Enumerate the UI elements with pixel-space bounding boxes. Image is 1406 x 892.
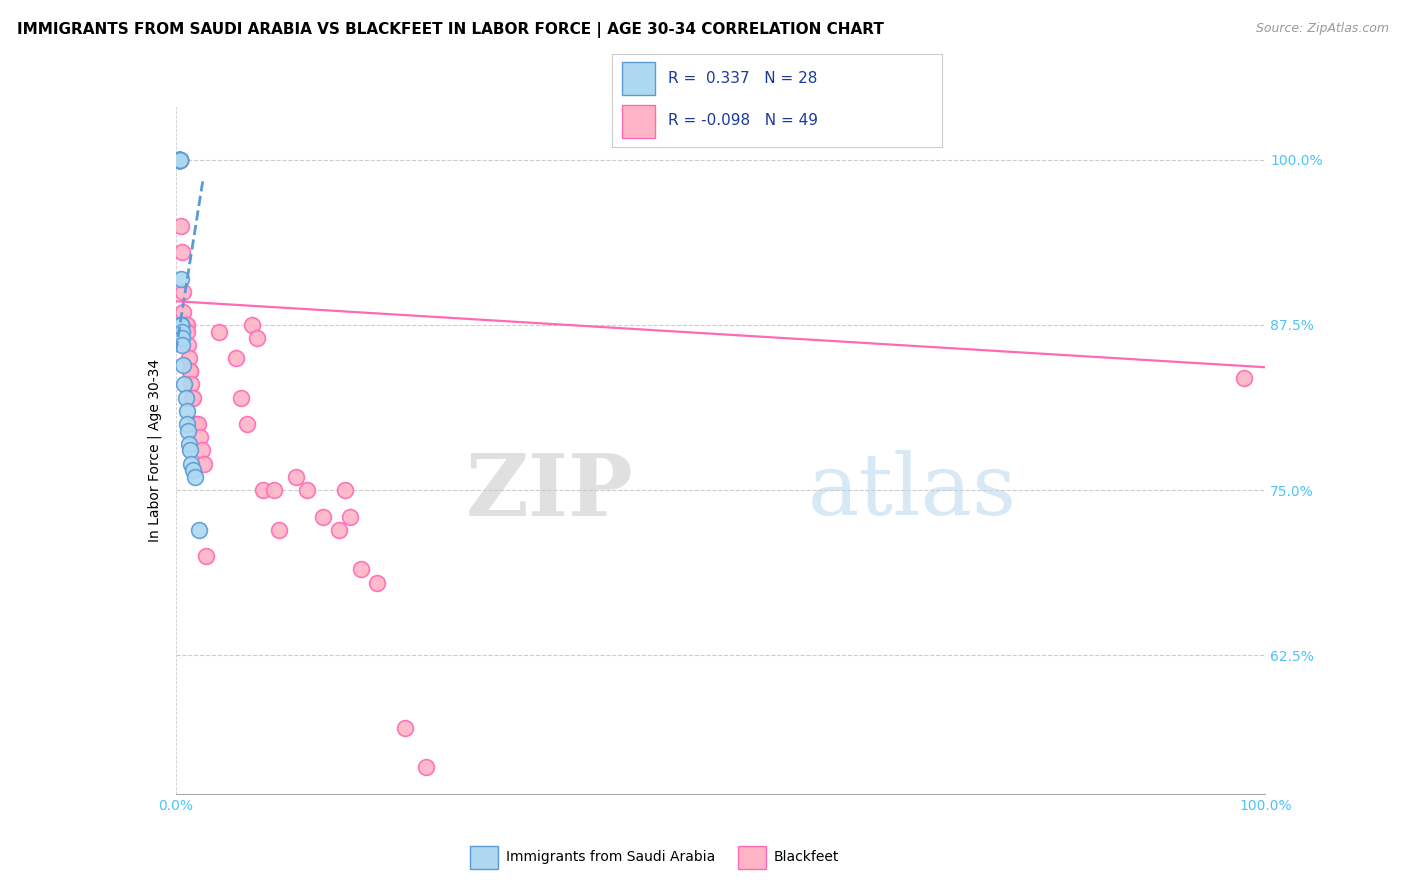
Point <box>312 509 335 524</box>
Point <box>350 562 373 576</box>
Point <box>167 153 190 167</box>
Point <box>240 318 263 332</box>
Point <box>1232 371 1256 385</box>
Point <box>172 285 194 299</box>
Point <box>394 721 416 735</box>
Point <box>169 153 191 167</box>
Point <box>263 483 285 497</box>
Point <box>176 404 198 418</box>
Point <box>193 457 215 471</box>
Point <box>187 523 209 537</box>
Text: Source: ZipAtlas.com: Source: ZipAtlas.com <box>1256 22 1389 36</box>
Point <box>186 417 208 431</box>
Point <box>172 245 194 260</box>
Point <box>169 153 191 167</box>
Point <box>208 325 231 339</box>
Point <box>284 470 307 484</box>
Point <box>173 377 195 392</box>
Text: Immigrants from Saudi Arabia: Immigrants from Saudi Arabia <box>506 850 714 863</box>
Point <box>174 318 197 332</box>
Point <box>170 318 193 332</box>
Point <box>235 417 257 431</box>
Point <box>177 338 200 352</box>
Point <box>225 351 247 365</box>
FancyBboxPatch shape <box>621 105 655 138</box>
Point <box>366 575 388 590</box>
Text: Blackfeet: Blackfeet <box>773 850 839 863</box>
Text: IMMIGRANTS FROM SAUDI ARABIA VS BLACKFEET IN LABOR FORCE | AGE 30-34 CORRELATION: IMMIGRANTS FROM SAUDI ARABIA VS BLACKFEE… <box>17 22 884 38</box>
Point <box>179 364 201 378</box>
Text: ZIP: ZIP <box>465 450 633 533</box>
Point <box>167 153 190 167</box>
Point <box>179 443 201 458</box>
Point <box>328 523 350 537</box>
Point <box>173 318 195 332</box>
Point <box>169 153 191 167</box>
Point <box>170 271 193 285</box>
Point <box>181 463 204 477</box>
Point <box>177 437 200 451</box>
Point <box>170 318 193 332</box>
Point <box>174 391 197 405</box>
Point <box>170 318 193 332</box>
Point <box>246 331 269 345</box>
Text: R = -0.098   N = 49: R = -0.098 N = 49 <box>668 113 818 128</box>
Y-axis label: In Labor Force | Age 30-34: In Labor Force | Age 30-34 <box>148 359 162 542</box>
FancyBboxPatch shape <box>470 846 498 869</box>
Point <box>269 523 291 537</box>
Text: R =  0.337   N = 28: R = 0.337 N = 28 <box>668 71 817 87</box>
Point <box>167 153 190 167</box>
Point <box>167 153 190 167</box>
Point <box>176 325 198 339</box>
Point <box>172 305 194 319</box>
FancyBboxPatch shape <box>621 62 655 95</box>
Point <box>186 417 209 431</box>
Point <box>195 549 218 563</box>
Point <box>169 153 191 167</box>
Point <box>167 153 190 167</box>
Point <box>339 509 361 524</box>
Point <box>172 338 194 352</box>
Point <box>415 760 437 774</box>
Point <box>169 153 191 167</box>
Point <box>170 318 193 332</box>
Point <box>179 364 201 378</box>
Point <box>172 331 194 345</box>
Point <box>181 391 204 405</box>
Point <box>167 153 190 167</box>
Point <box>170 219 193 233</box>
Point <box>180 457 202 471</box>
Point <box>169 153 191 167</box>
Point <box>167 153 190 167</box>
Point <box>180 377 202 392</box>
Point <box>184 417 207 431</box>
Point <box>295 483 318 497</box>
Point <box>172 358 194 372</box>
Point <box>170 318 193 332</box>
Text: atlas: atlas <box>807 450 1017 533</box>
Point <box>188 430 211 444</box>
Point <box>191 443 214 458</box>
Point <box>172 325 194 339</box>
Point <box>252 483 274 497</box>
Point <box>333 483 356 497</box>
Point <box>177 351 200 365</box>
Point <box>176 417 198 431</box>
Point <box>184 470 207 484</box>
Point <box>231 391 253 405</box>
Point <box>177 424 200 438</box>
FancyBboxPatch shape <box>738 846 766 869</box>
Point <box>176 318 198 332</box>
Point <box>181 391 204 405</box>
Point <box>169 153 191 167</box>
